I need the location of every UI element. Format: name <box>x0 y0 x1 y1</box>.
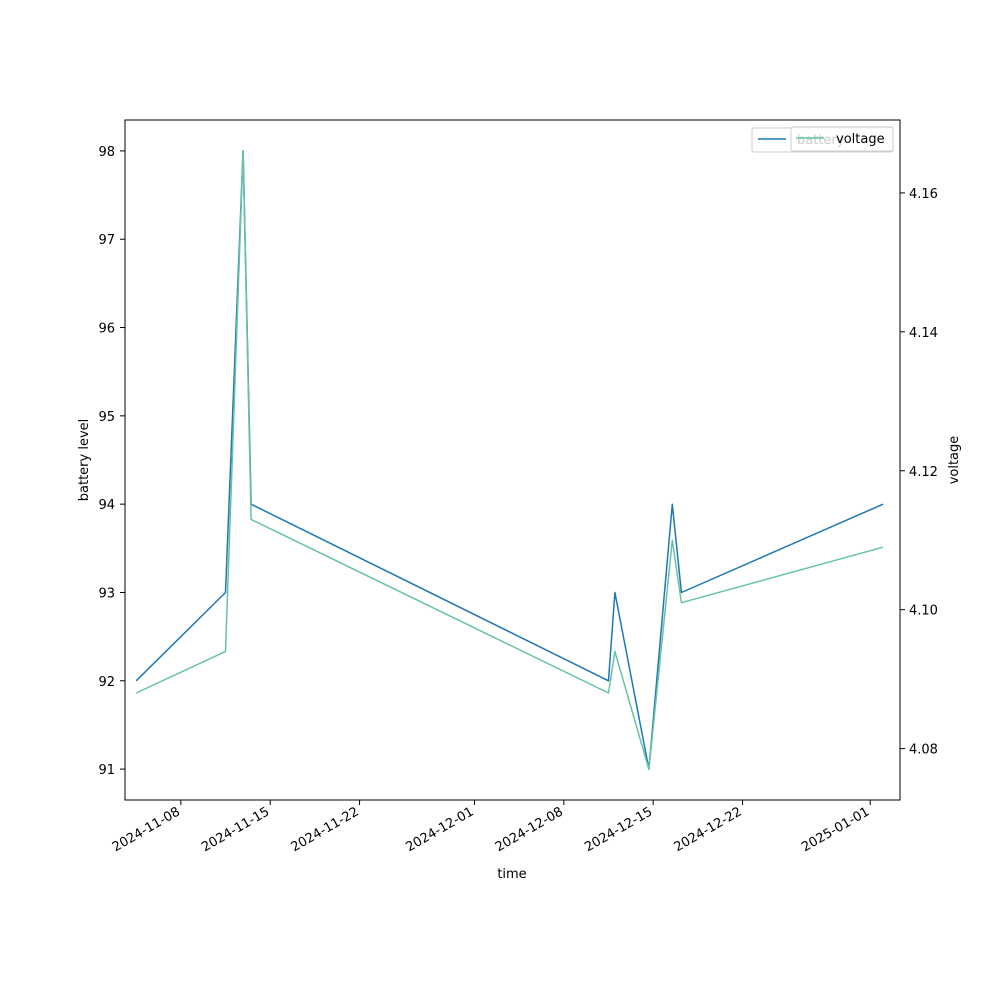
y-axis-right-label: voltage <box>947 436 962 485</box>
series-line-battery <box>135 150 884 770</box>
y-axis-left-label: battery level <box>77 419 92 502</box>
legend-voltage: voltage <box>790 126 894 152</box>
legend-voltage-text: voltage <box>836 132 885 147</box>
plot-frame <box>124 119 901 801</box>
plot-lines <box>135 150 884 771</box>
y-left-tick-label: 98 <box>98 145 115 160</box>
y-left-tick-label: 94 <box>98 498 115 513</box>
y-right-tick-label: 4.14 <box>909 326 938 341</box>
y-left-tick-label: 96 <box>98 322 115 337</box>
legend-voltage-box <box>790 126 894 152</box>
x-axis-label: time <box>497 867 526 882</box>
y-right-tick-label: 4.12 <box>909 465 938 480</box>
y-axis-left: 91 92 93 94 95 96 97 98 <box>98 145 125 778</box>
y-left-tick-label: 97 <box>98 233 115 248</box>
y-right-tick-label: 4.08 <box>909 743 938 758</box>
series-line-voltage <box>135 150 884 771</box>
y-right-tick-label: 4.10 <box>909 604 938 619</box>
y-left-tick-label: 93 <box>98 586 115 601</box>
y-left-tick-label: 92 <box>98 675 115 690</box>
y-axis-right: 4.08 4.10 4.12 4.14 4.16 <box>900 187 938 758</box>
y-right-tick-label: 4.16 <box>909 187 938 202</box>
y-left-tick-label: 95 <box>98 410 115 425</box>
y-left-tick-label: 91 <box>98 763 115 778</box>
